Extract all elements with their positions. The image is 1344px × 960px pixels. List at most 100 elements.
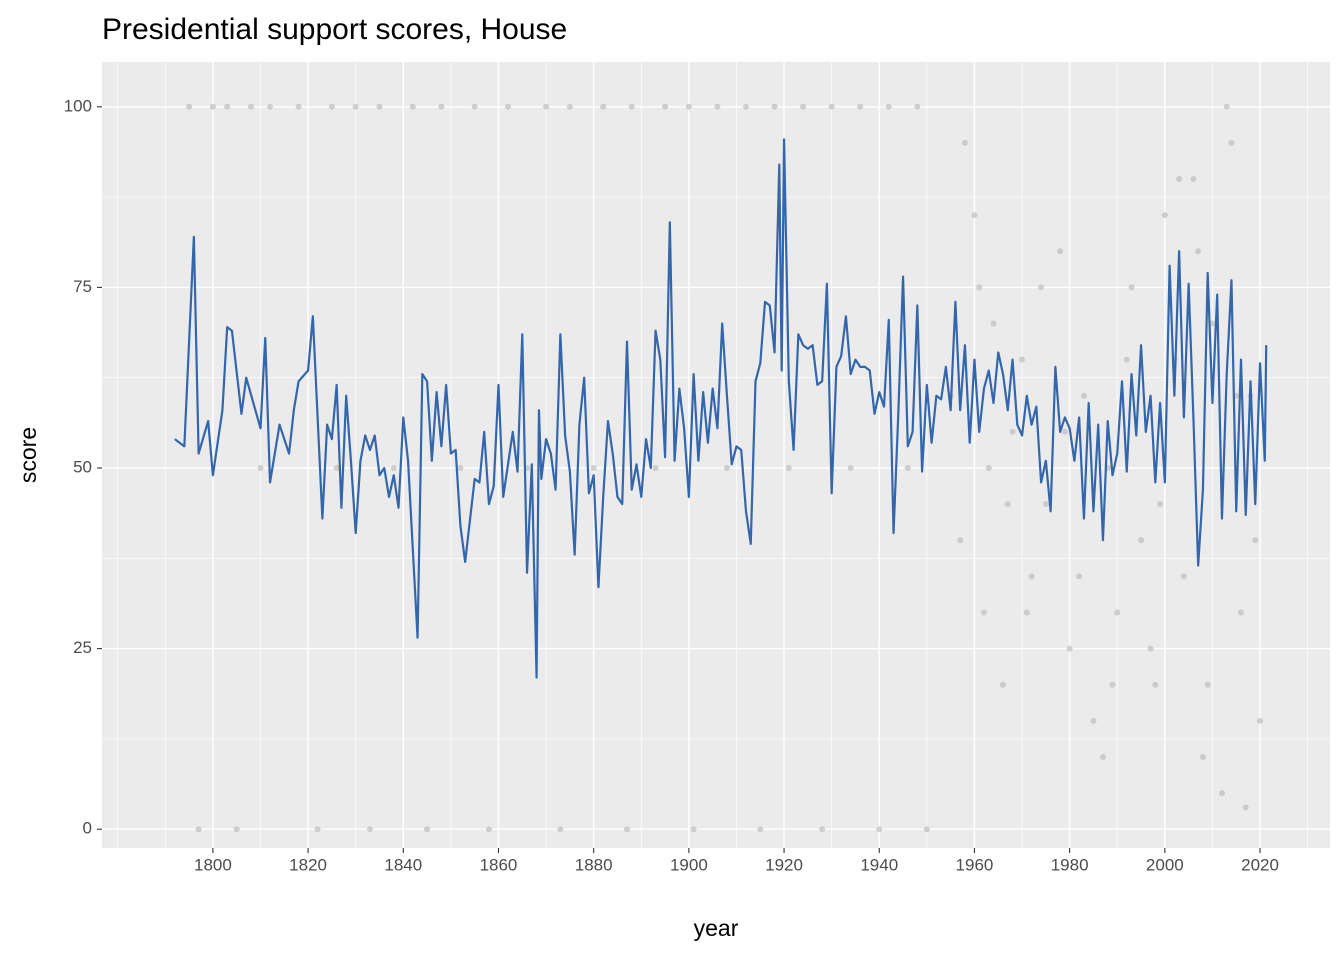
point [1061,428,1068,435]
point [600,103,607,110]
point [785,465,792,472]
point [566,103,573,110]
point [1019,356,1026,363]
point [1176,176,1183,183]
point [1138,537,1145,544]
y-tick-label: 0 [83,819,92,838]
point [471,103,478,110]
point [1076,573,1083,580]
point [195,826,202,833]
x-tick-label: 1820 [289,855,327,874]
point [295,103,302,110]
point [1237,609,1244,616]
point [424,826,431,833]
point [957,537,964,544]
y-tick-label: 25 [73,638,92,657]
point [857,103,864,110]
y-tick-label: 100 [64,96,92,115]
point [1209,320,1216,327]
point [685,103,692,110]
point [757,826,764,833]
point [847,465,854,472]
point [1042,501,1049,508]
x-tick-label: 1900 [670,855,708,874]
point [652,465,659,472]
point [742,103,749,110]
point [1152,681,1159,688]
point [723,465,730,472]
point [1161,212,1168,219]
line [174,138,1268,679]
point [1057,248,1064,255]
point [662,103,669,110]
x-tick-label: 1840 [384,855,422,874]
point [980,609,987,616]
point [1199,753,1206,760]
x-tick-label: 1960 [956,855,994,874]
point [1257,717,1264,724]
point [1000,681,1007,688]
point [457,465,464,472]
point [1242,804,1249,811]
y-axis-title: score [15,427,41,483]
point [590,465,597,472]
point [352,103,359,110]
point [771,103,778,110]
point [1004,501,1011,508]
point [990,320,997,327]
point [209,103,216,110]
point [828,103,835,110]
point [1114,609,1121,616]
point [543,103,550,110]
point [1009,428,1016,435]
point [714,103,721,110]
point [1218,790,1225,797]
point [247,103,254,110]
point [485,826,492,833]
point [914,103,921,110]
point [1038,284,1045,291]
point [390,465,397,472]
point [1252,537,1259,544]
point [1128,284,1135,291]
y-tick-label: 75 [73,277,92,296]
point [976,284,983,291]
x-tick-label: 1940 [860,855,898,874]
point [1228,139,1235,146]
point [1123,356,1130,363]
point [1066,645,1073,652]
y-tick-label: 50 [73,457,92,476]
point [1157,501,1164,508]
point [505,103,512,110]
point [876,826,883,833]
point [623,826,630,833]
point [224,103,231,110]
x-axis-title: year [694,915,739,941]
point [923,826,930,833]
x-tick-label: 1980 [1051,855,1089,874]
x-tick-label: 1860 [480,855,518,874]
chart-title: Presidential support scores, House [102,13,567,46]
point [438,103,445,110]
point [376,103,383,110]
point [800,103,807,110]
point [1080,392,1087,399]
x-tick-label: 2000 [1146,855,1184,874]
x-tick-label: 1800 [194,855,232,874]
point [233,826,240,833]
point [628,103,635,110]
point [1147,645,1154,652]
point [904,465,911,472]
point [409,103,416,110]
point [366,826,373,833]
point [1090,717,1097,724]
point [1099,753,1106,760]
x-tick-label: 2020 [1241,855,1279,874]
point [1109,681,1116,688]
point [1180,573,1187,580]
point [819,826,826,833]
point [257,465,264,472]
point [267,103,274,110]
point [1204,681,1211,688]
